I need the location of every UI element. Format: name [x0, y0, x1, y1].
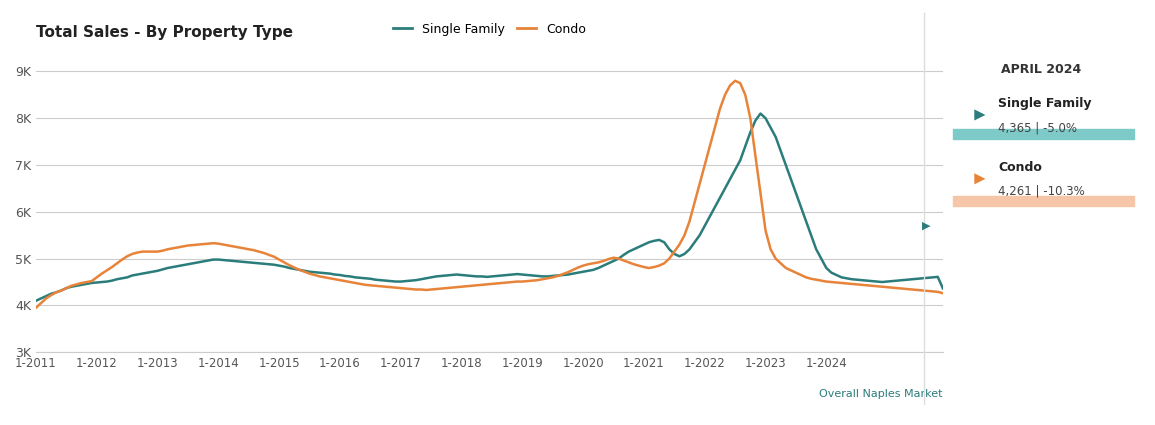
Text: Total Sales - By Property Type: Total Sales - By Property Type [36, 25, 293, 40]
Text: 4,261 | -10.3%: 4,261 | -10.3% [998, 185, 1085, 198]
Text: APRIL 2024: APRIL 2024 [1001, 63, 1081, 76]
Text: Single Family: Single Family [998, 97, 1091, 110]
Text: ▶: ▶ [922, 220, 931, 230]
Bar [953, 196, 1134, 206]
Text: Overall Naples Market: Overall Naples Market [819, 389, 942, 399]
Bar [953, 129, 1134, 139]
Text: 4,365 | -5.0%: 4,365 | -5.0% [998, 121, 1078, 134]
Text: Condo: Condo [998, 161, 1042, 173]
Legend: Single Family, Condo: Single Family, Condo [388, 18, 591, 41]
